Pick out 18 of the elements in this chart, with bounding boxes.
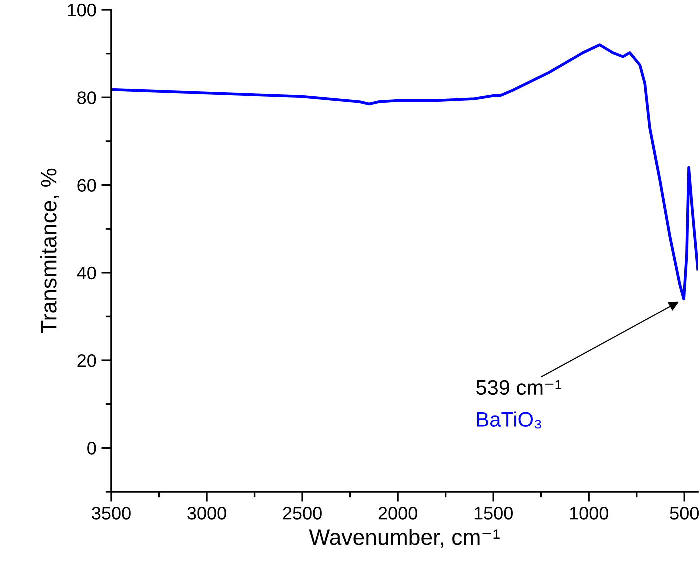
y-tick-label: 60 xyxy=(78,179,96,192)
y-tick-label: 100 xyxy=(68,4,96,17)
x-axis-title: Wavenumber, cm⁻¹ xyxy=(309,528,500,548)
x-tick-label: 500 xyxy=(670,507,699,520)
text: BaTiO₃ xyxy=(477,412,542,429)
y-tick-label: 20 xyxy=(78,354,96,368)
y-tick-label: 0 xyxy=(88,442,96,455)
x-tick-label: 3500 xyxy=(92,507,131,520)
annotation: 539 cm⁻¹ xyxy=(476,380,562,396)
line-series xyxy=(112,44,698,301)
y-tick-label: 40 xyxy=(77,266,96,280)
x-tick-label: 3000 xyxy=(188,507,226,520)
x-tick-label: 2500 xyxy=(283,507,322,520)
y-tick-label: 80 xyxy=(78,92,96,104)
x-tick-label: 2000 xyxy=(378,507,418,520)
y-axis-title: Transmitance, % xyxy=(40,168,60,334)
x-tick-label: 1000 xyxy=(570,507,608,520)
x-tick-label: 1500 xyxy=(474,507,513,520)
